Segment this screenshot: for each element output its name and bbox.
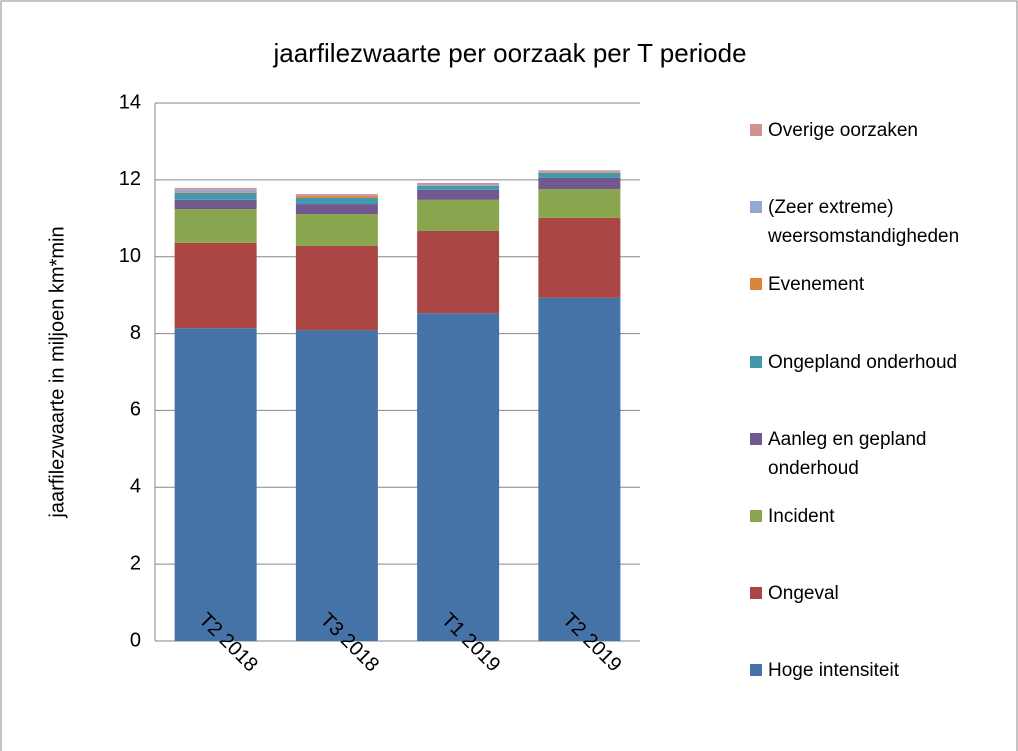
y-tick-label: 6 bbox=[130, 399, 141, 421]
bar-segment bbox=[417, 199, 500, 231]
legend-swatch bbox=[750, 278, 762, 291]
bar-segment bbox=[538, 170, 621, 172]
bar-segment bbox=[295, 330, 378, 641]
y-tick-label: 0 bbox=[130, 629, 141, 651]
legend-label: Overige oorzaken bbox=[768, 120, 918, 141]
legend-label: Ongepland onderhoud bbox=[768, 351, 958, 373]
legend-swatch bbox=[750, 432, 762, 445]
y-tick-label: 8 bbox=[130, 322, 141, 344]
bar-segment bbox=[295, 195, 378, 198]
y-tick-label: 12 bbox=[119, 168, 141, 190]
bar-segment bbox=[174, 242, 257, 329]
bar-segment bbox=[417, 230, 500, 314]
y-axis-title: jaarfilezwaarte in miljoen km*min bbox=[46, 226, 68, 518]
bar-segment bbox=[538, 189, 621, 218]
bar-segment bbox=[295, 197, 378, 205]
legend-item: Ongepland onderhoud bbox=[750, 348, 1005, 377]
legend-swatch bbox=[750, 201, 762, 214]
bar-segment bbox=[295, 204, 378, 215]
legend-swatch bbox=[750, 587, 762, 600]
bar-segment bbox=[417, 184, 500, 186]
legend-item: Incident bbox=[750, 502, 1005, 531]
legend-item: Hoge intensiteit bbox=[750, 656, 1005, 685]
bar-segment bbox=[538, 171, 621, 173]
legend-item: Ongeval bbox=[750, 579, 1005, 608]
bar-segment bbox=[538, 297, 621, 641]
legend-label: (Zeer extreme) weersomstandigheden bbox=[768, 197, 960, 248]
bar-segment bbox=[538, 172, 621, 173]
bar-segment bbox=[174, 192, 257, 193]
bar-segment bbox=[174, 189, 257, 193]
bar-segment bbox=[174, 328, 257, 641]
bar-segment bbox=[174, 199, 257, 210]
y-tick-label: 14 bbox=[119, 91, 141, 113]
y-tick-label: 4 bbox=[130, 476, 141, 498]
y-tick-label: 10 bbox=[119, 245, 141, 267]
legend-swatch bbox=[750, 124, 762, 136]
legend-label: Ongeval bbox=[768, 583, 839, 605]
bar-segment bbox=[417, 182, 500, 185]
bar-segment bbox=[417, 313, 500, 641]
legend-label: Aanleg en gepland onderhoud bbox=[768, 428, 927, 479]
legend-item: Aanleg en gepland onderhoud bbox=[750, 425, 1005, 483]
legend-label: Incident bbox=[768, 506, 835, 527]
bar-segment bbox=[295, 245, 378, 331]
legend-item: (Zeer extreme) weersomstandigheden bbox=[750, 193, 1005, 251]
bar-segment bbox=[295, 214, 378, 246]
legend-label: Evenement bbox=[768, 274, 865, 296]
legend-label: Hoge intensiteit bbox=[768, 660, 899, 682]
bar-segment bbox=[174, 192, 257, 200]
bar-segment bbox=[295, 194, 378, 196]
legend-item: Evenement bbox=[750, 270, 1005, 299]
legend-item: Overige oorzaken bbox=[750, 116, 1005, 145]
bar-segment bbox=[538, 177, 621, 190]
bar-segment bbox=[417, 186, 500, 190]
legend-swatch bbox=[750, 664, 762, 677]
chart-title: jaarfilezwaarte per oorzaak per T period… bbox=[272, 38, 746, 68]
bar-segment bbox=[538, 217, 621, 298]
bar-segment bbox=[174, 209, 257, 243]
bar-segment bbox=[417, 189, 500, 200]
legend-swatch bbox=[750, 510, 762, 522]
legend-swatch bbox=[750, 355, 762, 368]
bar-segment bbox=[174, 187, 257, 190]
bar-segment bbox=[538, 172, 621, 178]
y-tick-label: 2 bbox=[130, 552, 141, 574]
